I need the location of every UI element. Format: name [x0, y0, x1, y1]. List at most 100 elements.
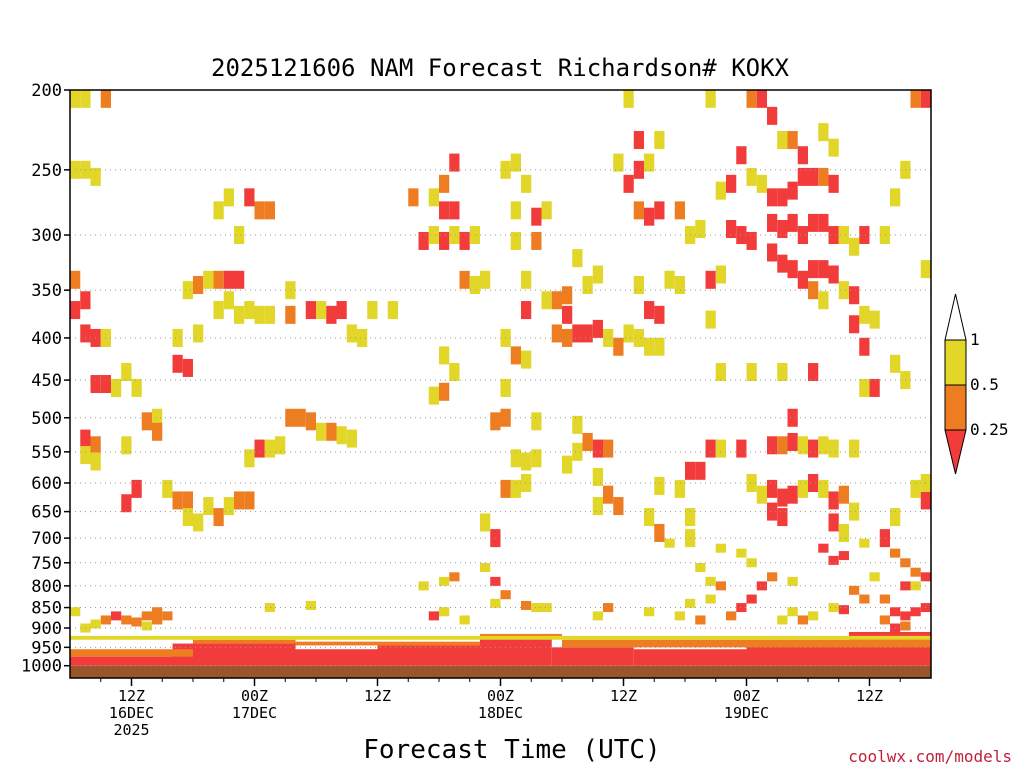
heatmap-cell-95 — [469, 276, 480, 295]
heatmap-cell-314 — [736, 548, 747, 558]
heatmap-band-6 — [551, 647, 634, 666]
heatmap-cell-218 — [838, 281, 849, 300]
heatmap-cell-120 — [531, 449, 542, 468]
heatmap-cell-323 — [521, 600, 532, 610]
heatmap-cell-211 — [818, 260, 829, 279]
heatmap-cell-215 — [879, 226, 890, 245]
heatmap-cell-15 — [121, 363, 132, 382]
heatmap-cell-271 — [838, 551, 849, 561]
heatmap-cell-294 — [859, 594, 870, 604]
heatmap-cell-312 — [695, 615, 706, 625]
heatmap-band-12 — [295, 641, 480, 646]
heatmap-cell-206 — [767, 243, 778, 262]
heatmap-cell-121 — [521, 473, 532, 492]
y-tick-label-650: 650 — [31, 503, 62, 523]
heatmap-cell-192 — [828, 174, 839, 193]
heatmap-cell-100 — [428, 386, 439, 405]
heatmap-cell-305 — [736, 603, 747, 613]
heatmap-cell-341 — [152, 615, 163, 625]
heatmap-cell-137 — [613, 337, 624, 356]
heatmap-cell-224 — [890, 354, 901, 373]
heatmap-cell-333 — [439, 576, 450, 586]
heatmap-cell-125 — [551, 291, 562, 310]
heatmap-band-7 — [633, 649, 747, 666]
heatmap-cell-267 — [849, 502, 860, 521]
heatmap-cell-37 — [172, 328, 183, 347]
heatmap-cell-222 — [859, 337, 870, 356]
heatmap-cell-44 — [213, 270, 224, 289]
y-tick-label-350: 350 — [31, 281, 62, 301]
y-tick-label-450: 450 — [31, 371, 62, 391]
heatmap-cell-258 — [787, 485, 798, 504]
heatmap-cell-287 — [910, 607, 921, 617]
colorbar-bottom-triangle — [944, 429, 967, 475]
heatmap-cell-342 — [162, 611, 173, 621]
y-tick-label-800: 800 — [31, 577, 62, 597]
heatmap-band-14 — [562, 639, 931, 648]
heatmap-cell-249 — [685, 461, 696, 480]
heatmap-cell-240 — [787, 432, 798, 451]
heatmap-cell-324 — [531, 603, 542, 613]
heatmap-cell-110 — [521, 301, 532, 320]
heatmap-cell-251 — [674, 479, 685, 498]
heatmap-cell-82 — [408, 188, 419, 207]
heatmap-cell-127 — [551, 324, 562, 343]
heatmap-cell-64 — [336, 301, 347, 320]
heatmap-cell-106 — [541, 201, 552, 220]
heatmap-cell-220 — [859, 305, 870, 324]
heatmap-band-1 — [70, 656, 173, 666]
heatmap-cell-209 — [797, 270, 808, 289]
heatmap-cell-41 — [182, 281, 193, 300]
heatmap-cell-229 — [920, 89, 931, 108]
heatmap-cell-171 — [705, 270, 716, 289]
heatmap-cell-61 — [305, 301, 316, 320]
heatmap-cell-7 — [80, 291, 91, 310]
heatmap-cell-29 — [182, 491, 193, 510]
heatmap-cell-234 — [746, 363, 757, 382]
heatmap-cell-292 — [869, 572, 880, 582]
heatmap-cell-250 — [695, 461, 706, 480]
heatmap-cell-46 — [223, 270, 234, 289]
heatmap-cell-221 — [849, 315, 860, 334]
heatmap-cell-84 — [428, 188, 439, 207]
heatmap-cell-86 — [449, 201, 460, 220]
heatmap-cell-43 — [203, 270, 214, 289]
heatmap-cell-280 — [910, 567, 921, 577]
heatmap-band-8 — [746, 643, 849, 666]
heatmap-cell-182 — [756, 89, 767, 108]
heatmap-cell-133 — [582, 276, 593, 295]
heatmap-cell-63 — [326, 305, 337, 324]
heatmap-cell-68 — [387, 301, 398, 320]
heatmap-cell-266 — [828, 513, 839, 532]
heatmap-cell-118 — [510, 449, 521, 468]
heatmap-cell-246 — [705, 439, 716, 458]
heatmap-cell-178 — [746, 231, 757, 250]
heatmap-cell-62 — [316, 301, 327, 320]
heatmap-cell-123 — [510, 479, 521, 498]
heatmap-cell-57 — [264, 201, 275, 220]
y-tick-label-200: 200 — [31, 81, 62, 101]
heatmap-cell-242 — [808, 439, 819, 458]
heatmap-cell-336 — [459, 615, 470, 625]
heatmap-cell-23 — [90, 452, 101, 471]
heatmap-cell-344 — [141, 621, 152, 631]
heatmap-cell-126 — [562, 286, 573, 305]
heatmap-cell-39 — [182, 358, 193, 377]
heatmap-cell-332 — [449, 572, 460, 582]
x-tick-label-3-1: 18DEC — [478, 704, 523, 722]
heatmap-cell-198 — [767, 213, 778, 232]
heatmap-band-15 — [70, 635, 931, 640]
x-tick-label-5-0: 00Z — [733, 687, 760, 705]
heatmap-cell-140 — [644, 337, 655, 356]
heatmap-cell-70 — [254, 439, 265, 458]
heatmap-cell-172 — [715, 265, 726, 284]
heatmap-cell-50 — [244, 301, 255, 320]
heatmap-cell-155 — [633, 160, 644, 179]
heatmap-cell-129 — [572, 324, 583, 343]
heatmap-band-2 — [172, 643, 296, 666]
heatmap-cell-194 — [787, 130, 798, 149]
heatmap-cell-273 — [879, 529, 890, 548]
heatmap-cell-166 — [633, 276, 644, 295]
heatmap-cell-216 — [808, 281, 819, 300]
heatmap-cell-107 — [510, 231, 521, 250]
